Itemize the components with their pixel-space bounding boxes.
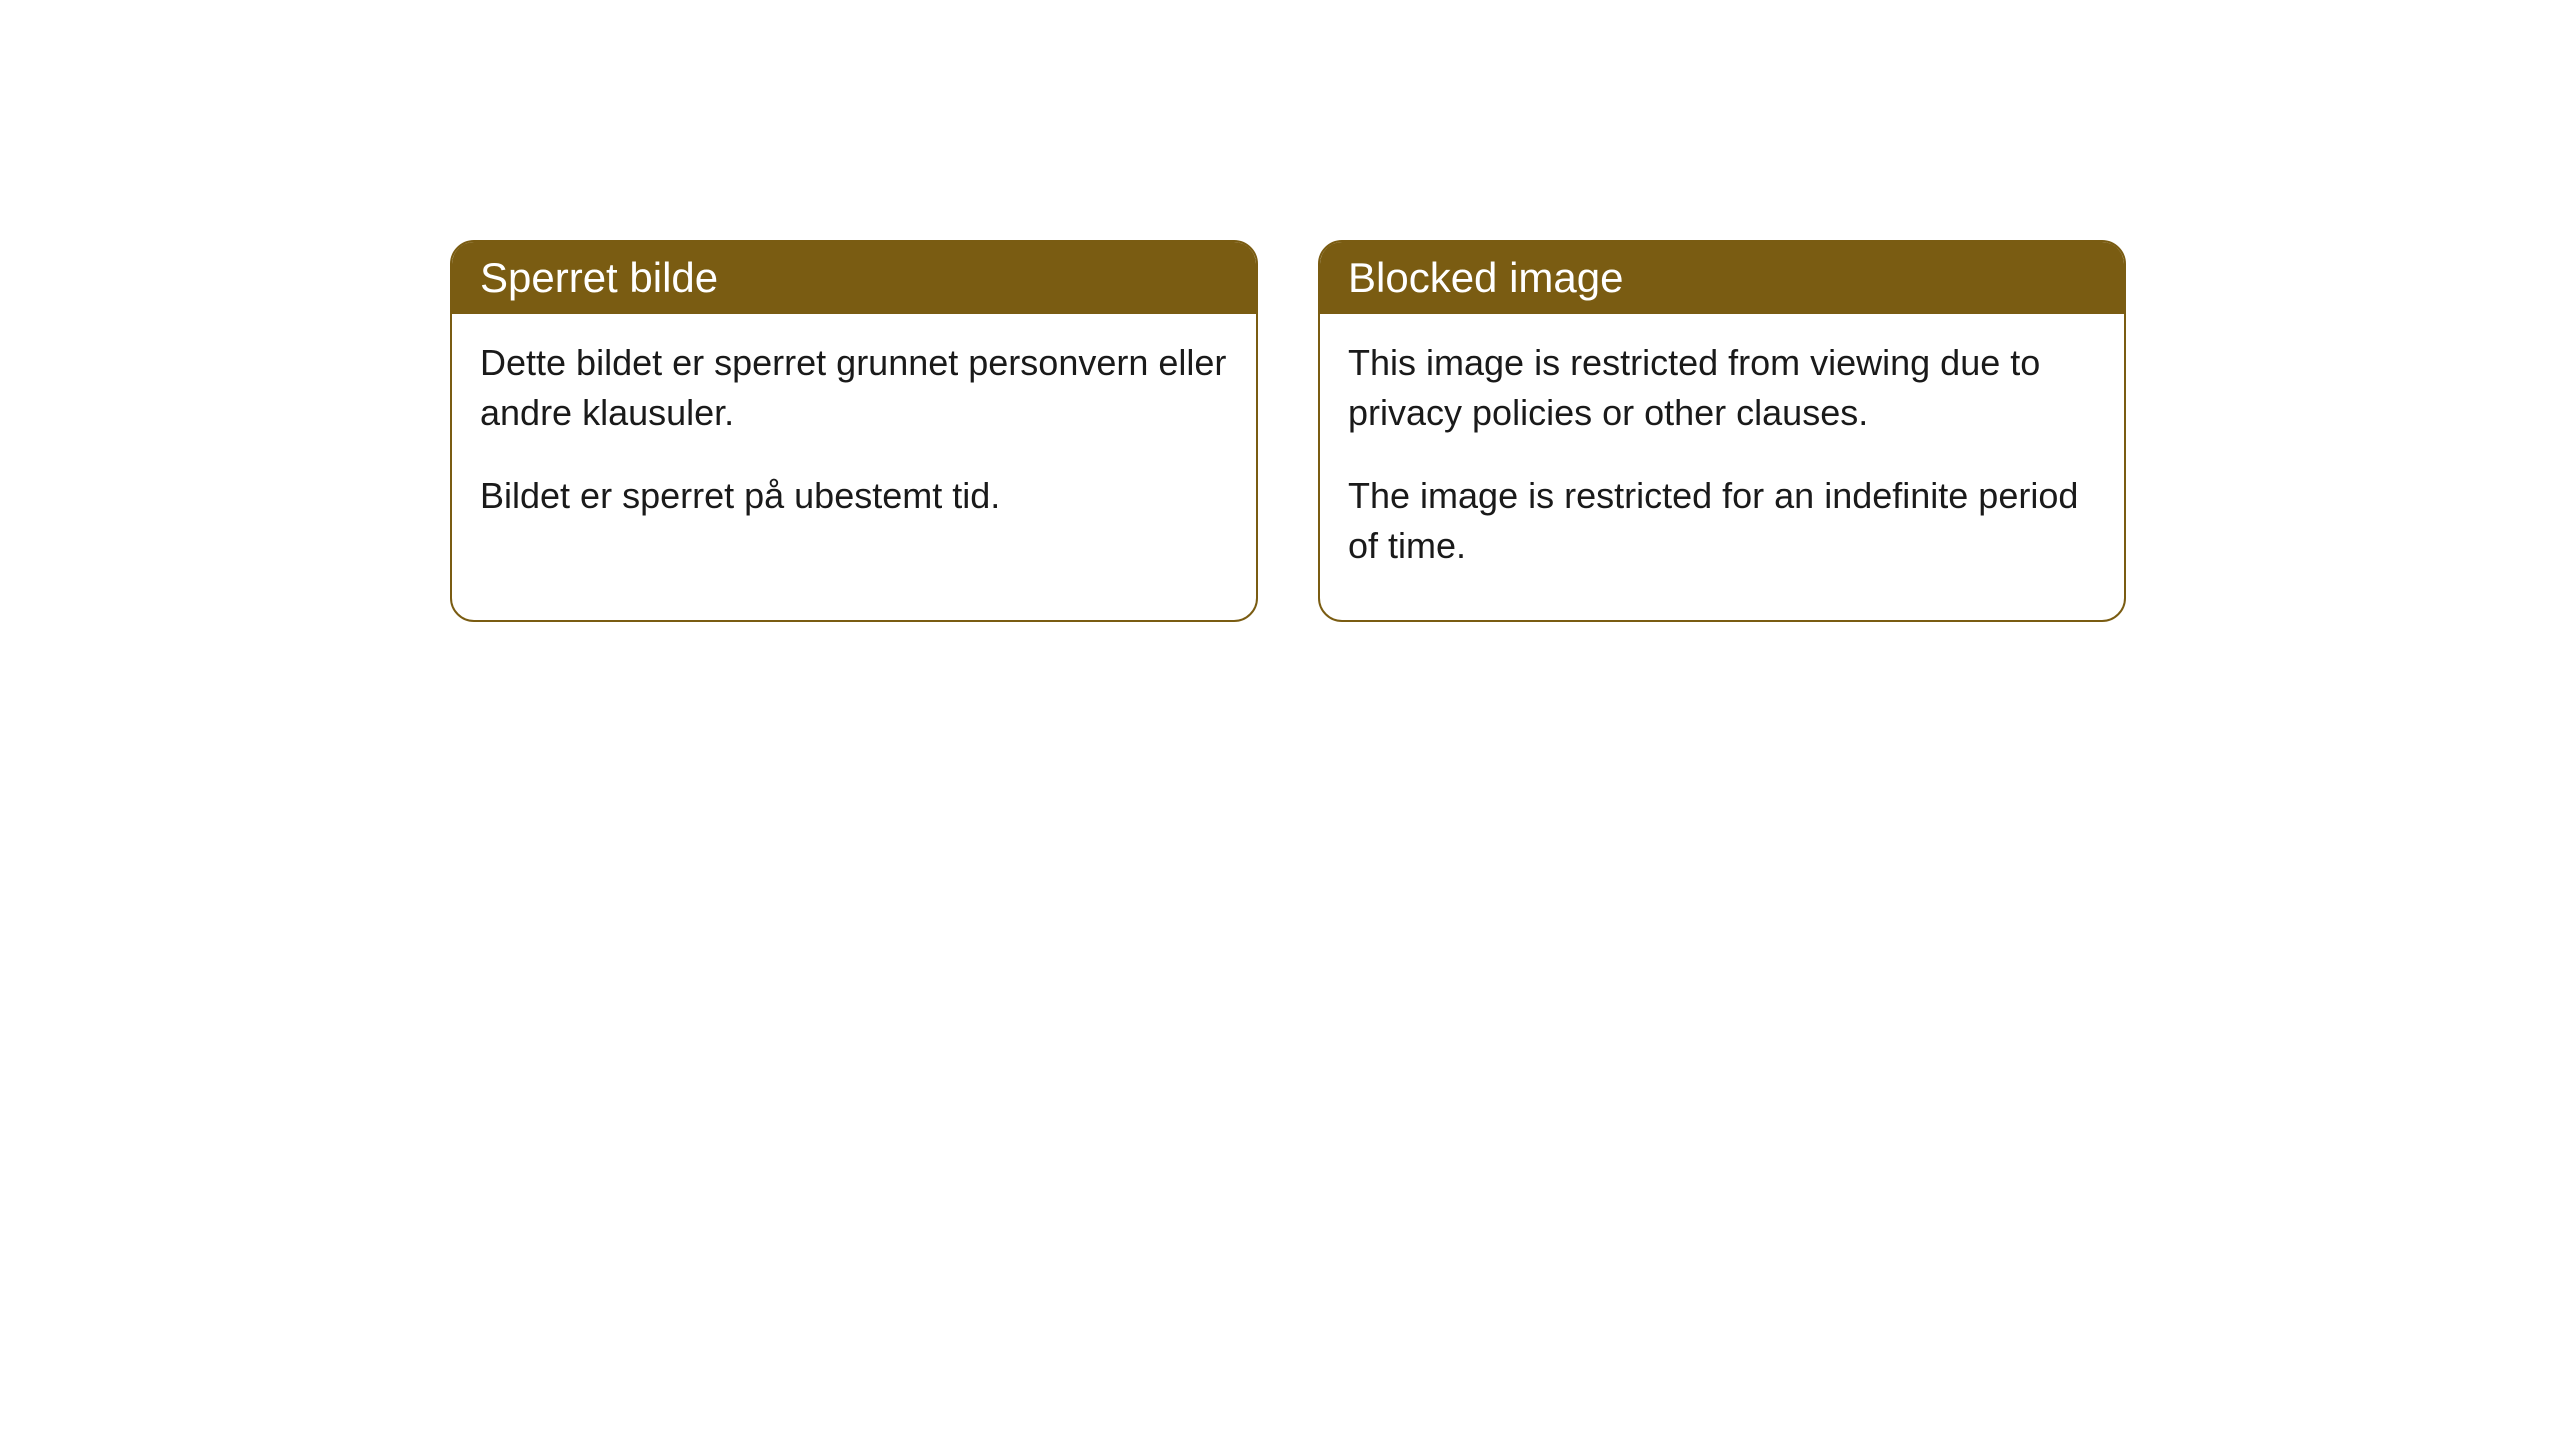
card-paragraph-2-norwegian: Bildet er sperret på ubestemt tid.: [480, 471, 1228, 521]
card-paragraph-1-norwegian: Dette bildet er sperret grunnet personve…: [480, 338, 1228, 439]
card-norwegian: Sperret bilde Dette bildet er sperret gr…: [450, 240, 1258, 622]
card-header-norwegian: Sperret bilde: [452, 242, 1256, 314]
card-paragraph-1-english: This image is restricted from viewing du…: [1348, 338, 2096, 439]
card-title-norwegian: Sperret bilde: [480, 254, 718, 301]
card-body-english: This image is restricted from viewing du…: [1320, 314, 2124, 620]
card-body-norwegian: Dette bildet er sperret grunnet personve…: [452, 314, 1256, 569]
cards-container: Sperret bilde Dette bildet er sperret gr…: [450, 240, 2126, 622]
card-paragraph-2-english: The image is restricted for an indefinit…: [1348, 471, 2096, 572]
card-title-english: Blocked image: [1348, 254, 1623, 301]
card-header-english: Blocked image: [1320, 242, 2124, 314]
card-english: Blocked image This image is restricted f…: [1318, 240, 2126, 622]
